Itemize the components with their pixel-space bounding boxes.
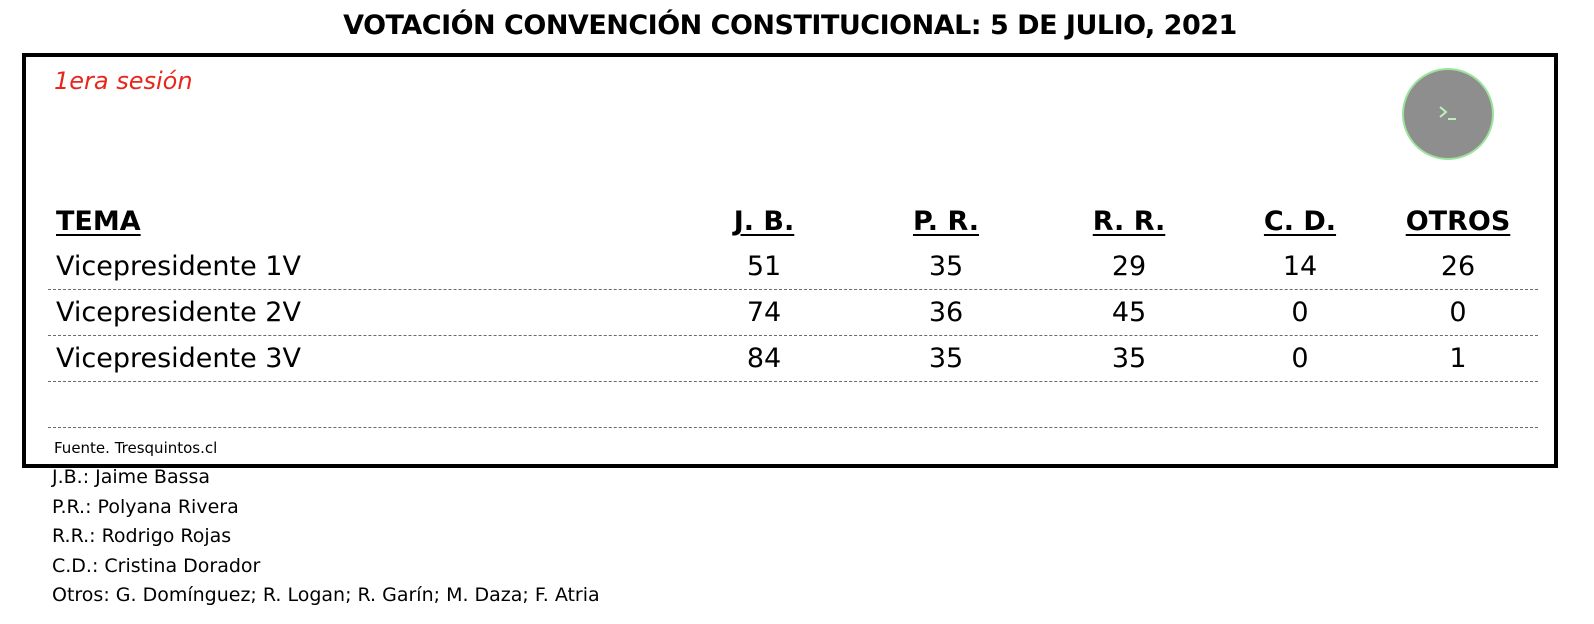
legend: J.B.: Jaime Bassa P.R.: Polyana Rivera R… xyxy=(52,463,600,611)
cell-jb: 74 xyxy=(746,297,782,328)
legend-item: C.D.: Cristina Dorador xyxy=(52,554,261,577)
empty-table-row xyxy=(48,382,1538,428)
cell-pr: 36 xyxy=(928,297,964,328)
header-rr: R. R. xyxy=(1092,206,1166,237)
row-tema: Vicepresidente 1V xyxy=(56,251,301,282)
cell-rr: 29 xyxy=(1111,251,1147,282)
header-tema: TEMA xyxy=(56,206,141,237)
legend-item: P.R.: Polyana Rivera xyxy=(52,495,239,518)
cell-cd: 0 xyxy=(1291,297,1309,328)
legend-item: J.B.: Jaime Bassa xyxy=(52,466,211,488)
table-row: Vicepresidente 3V 84 35 35 0 1 xyxy=(48,336,1538,382)
header-jb: J. B. xyxy=(733,206,795,237)
source-note: Fuente. Tresquintos.cl xyxy=(54,439,218,457)
cell-pr: 35 xyxy=(928,343,964,374)
terminal-icon xyxy=(1439,106,1456,120)
header-pr: P. R. xyxy=(912,206,980,237)
vote-table-frame: 1era sesión TEMA J. B. P. R. R. R. C. D.… xyxy=(22,53,1558,468)
cell-pr: 35 xyxy=(928,251,964,282)
header-cd: C. D. xyxy=(1263,206,1337,237)
cell-rr: 45 xyxy=(1111,297,1147,328)
cell-otros: 1 xyxy=(1449,343,1467,374)
page-title: VOTACIÓN CONVENCIÓN CONSTITUCIONAL: 5 DE… xyxy=(343,10,1237,41)
session-label: 1era sesión xyxy=(54,67,193,95)
table-header-row: TEMA J. B. P. R. R. R. C. D. OTROS xyxy=(48,199,1538,244)
cell-rr: 35 xyxy=(1111,343,1147,374)
header-otros: OTROS xyxy=(1405,206,1511,237)
cell-cd: 0 xyxy=(1291,343,1309,374)
cell-jb: 51 xyxy=(746,251,782,282)
cell-jb: 84 xyxy=(746,343,782,374)
cell-otros: 26 xyxy=(1440,251,1476,282)
terminal-button[interactable] xyxy=(1402,68,1494,160)
row-tema: Vicepresidente 2V xyxy=(56,297,301,328)
row-tema: Vicepresidente 3V xyxy=(56,343,301,374)
cell-cd: 14 xyxy=(1282,251,1318,282)
legend-item: Otros: G. Domínguez; R. Logan; R. Garín;… xyxy=(52,584,600,606)
cell-otros: 0 xyxy=(1449,297,1467,328)
table-row: Vicepresidente 2V 74 36 45 0 0 xyxy=(48,290,1538,336)
table-row: Vicepresidente 1V 51 35 29 14 26 xyxy=(48,244,1538,290)
legend-item: R.R.: Rodrigo Rojas xyxy=(52,525,232,547)
results-table: TEMA J. B. P. R. R. R. C. D. OTROS Vicep… xyxy=(48,199,1538,428)
